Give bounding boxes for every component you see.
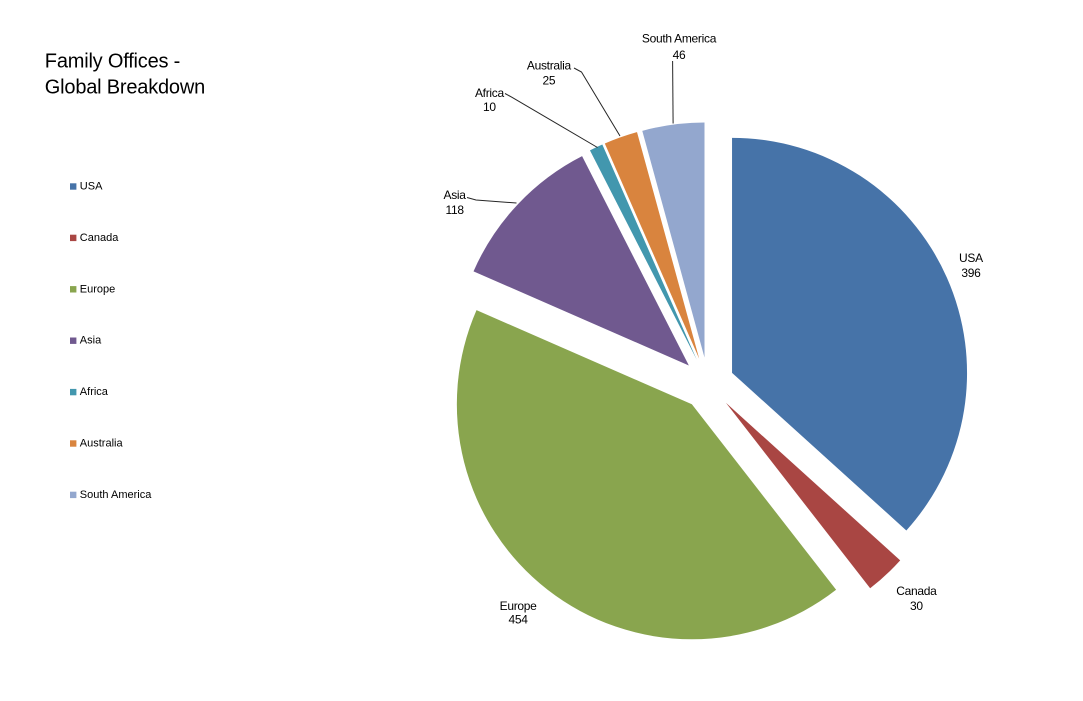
svg-text:Europe: Europe bbox=[80, 283, 115, 295]
svg-text:South America: South America bbox=[642, 31, 717, 45]
svg-text:Australia: Australia bbox=[80, 438, 124, 450]
svg-text:10: 10 bbox=[483, 100, 496, 114]
svg-text:Europe: Europe bbox=[500, 599, 538, 613]
svg-text:USA: USA bbox=[80, 181, 103, 193]
svg-text:46: 46 bbox=[673, 48, 686, 62]
svg-text:Africa: Africa bbox=[475, 86, 505, 100]
svg-text:25: 25 bbox=[543, 74, 556, 88]
svg-text:Asia: Asia bbox=[444, 188, 467, 202]
svg-text:Canada: Canada bbox=[80, 232, 119, 244]
svg-text:South America: South America bbox=[80, 489, 152, 501]
svg-text:396: 396 bbox=[961, 266, 981, 280]
svg-text:Africa: Africa bbox=[80, 386, 109, 398]
svg-text:118: 118 bbox=[445, 203, 464, 217]
svg-text:Global Breakdown: Global Breakdown bbox=[45, 77, 205, 99]
svg-text:USA: USA bbox=[959, 251, 983, 265]
svg-text:Canada: Canada bbox=[896, 584, 937, 598]
svg-text:Family Offices -: Family Offices - bbox=[45, 51, 180, 73]
svg-text:30: 30 bbox=[910, 599, 923, 613]
svg-text:Asia: Asia bbox=[80, 335, 102, 347]
svg-text:454: 454 bbox=[509, 613, 529, 627]
svg-text:Australia: Australia bbox=[527, 58, 572, 72]
